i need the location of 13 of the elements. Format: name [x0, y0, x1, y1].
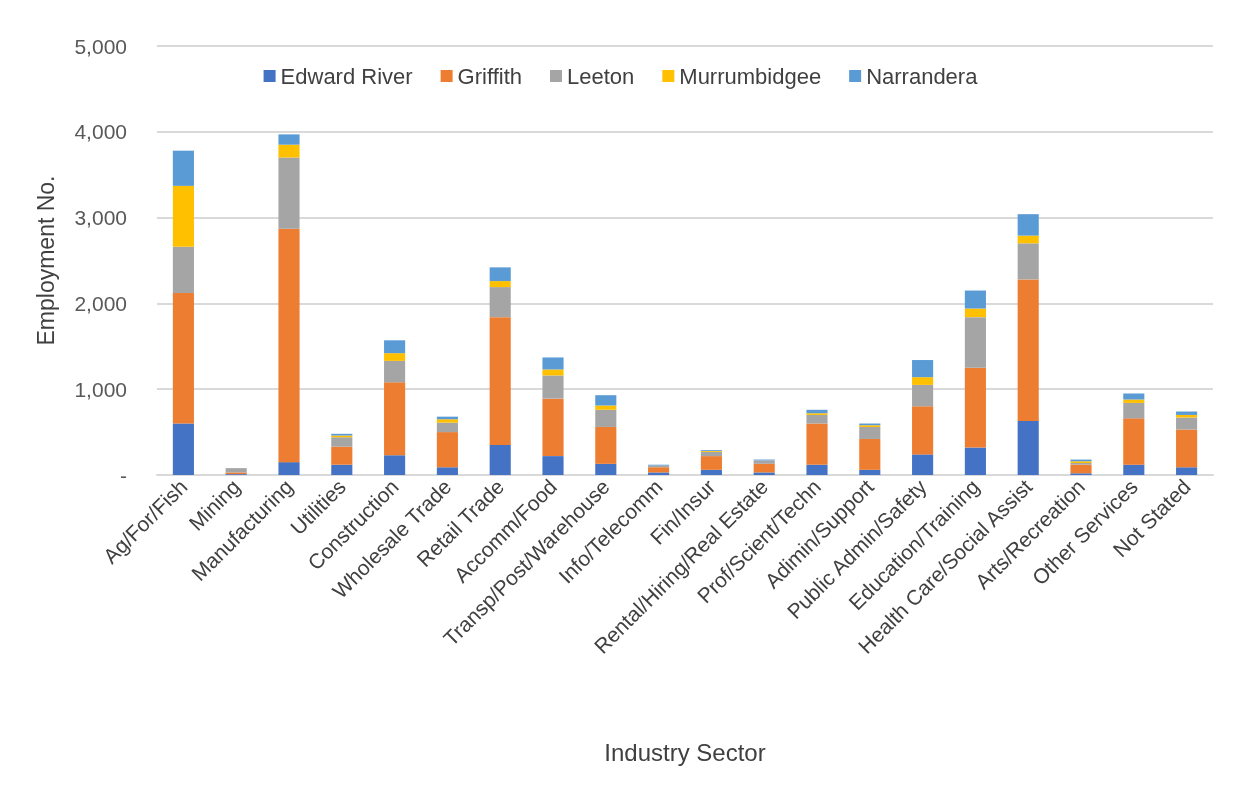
legend-label: Leeton [567, 63, 635, 89]
y-tick-label: 1,000 [74, 377, 127, 401]
legend-label: Edward River [280, 63, 413, 89]
y-tick-label: 4,000 [74, 120, 127, 144]
y-tick-label: 3,000 [74, 206, 127, 230]
legend-label: Griffith [457, 63, 523, 89]
y-tick-label: - [120, 463, 127, 487]
y-tick-label: 5,000 [74, 34, 127, 58]
y-tick-label: 2,000 [74, 291, 127, 315]
legend-label: Narrandera [866, 63, 979, 89]
legend-label: Murrumbidgee [679, 63, 822, 89]
x-axis-title: Industry Sector [604, 738, 766, 766]
y-axis-title: Employment No. [32, 175, 59, 346]
